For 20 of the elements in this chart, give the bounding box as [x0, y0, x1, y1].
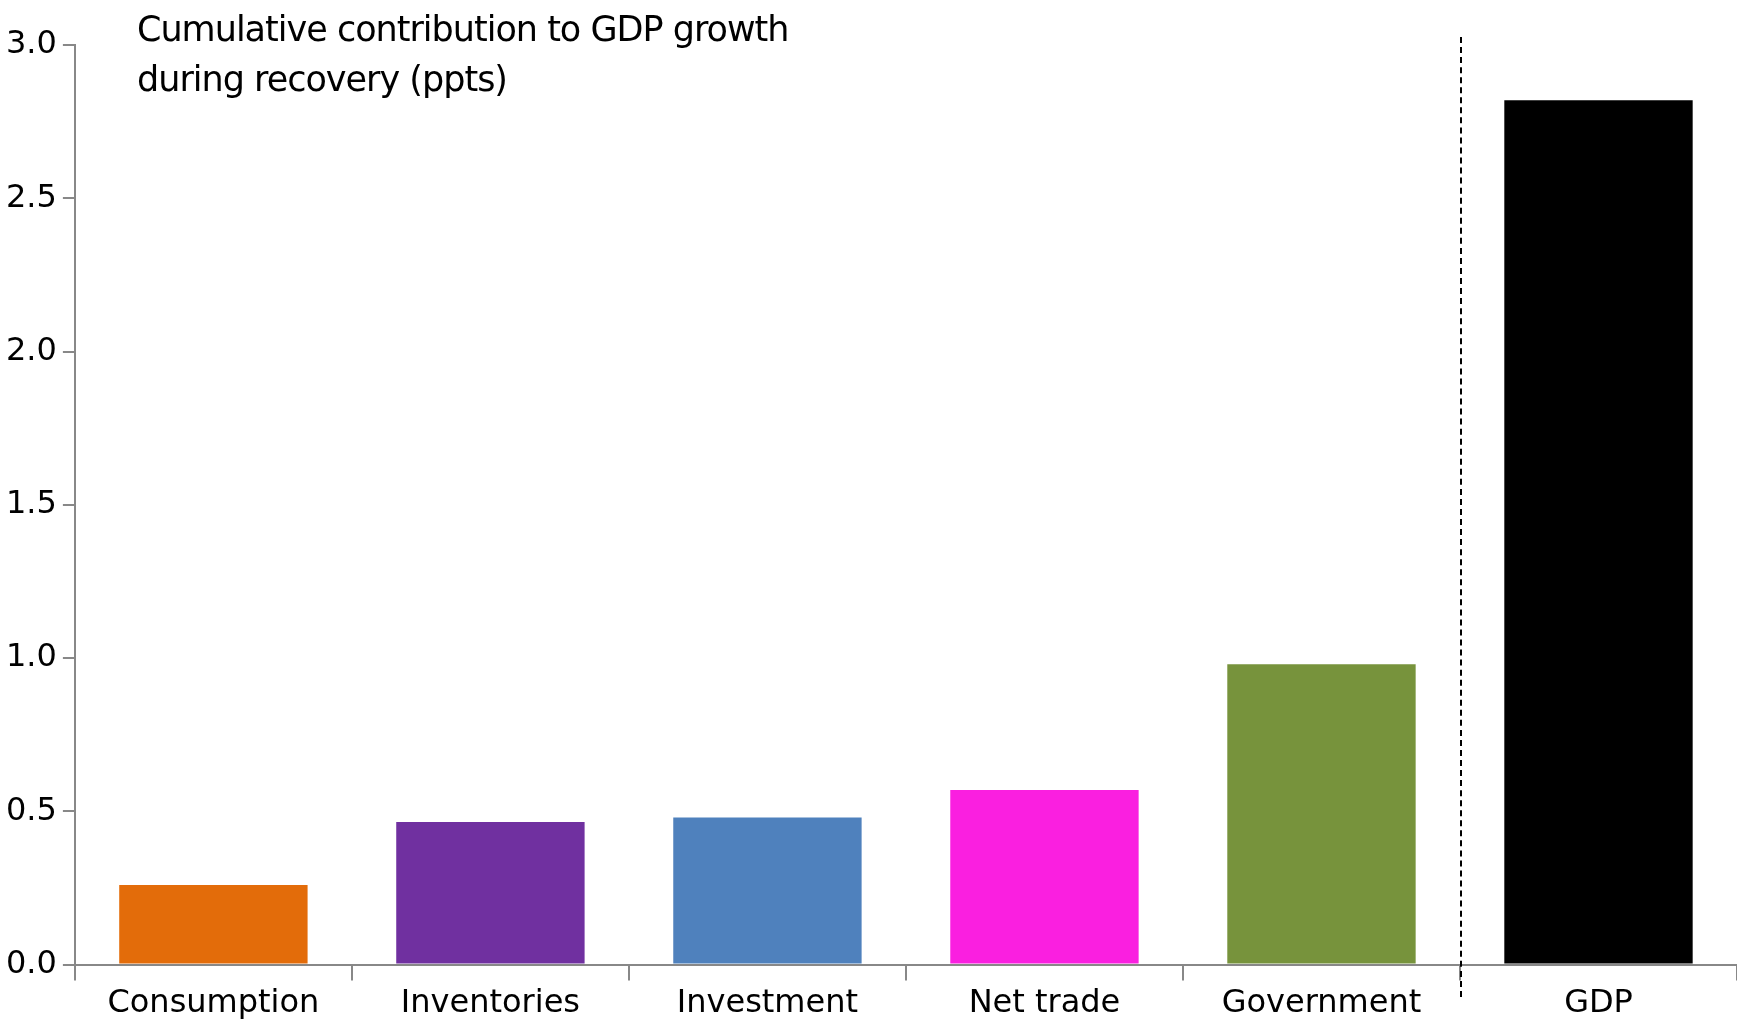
y-tick-label: 2.0 [6, 329, 57, 368]
bar [396, 822, 585, 964]
x-tick-label: Inventories [400, 982, 580, 1021]
bar [1227, 664, 1416, 964]
y-tick-label: 2.5 [6, 176, 57, 215]
y-tick-label: 1.5 [6, 483, 57, 522]
y-tick-label: 0.5 [6, 789, 57, 828]
x-tick-label: Net trade [968, 982, 1121, 1021]
x-tick-label: Investment [676, 982, 859, 1021]
bar [673, 817, 862, 964]
y-tick-label: 3.0 [6, 23, 57, 62]
bar [119, 884, 308, 964]
x-tick-label: Consumption [107, 982, 320, 1021]
y-tick-label: 1.0 [6, 636, 57, 675]
bar [950, 789, 1139, 964]
x-tick-label: Government [1221, 982, 1422, 1021]
x-tick-label: GDP [1564, 982, 1633, 1021]
chart-title: Cumulative contribution to GDP growth during recovery (ppts) [137, 8, 790, 101]
y-tick-label: 0.0 [6, 942, 57, 981]
bar [1504, 100, 1693, 964]
